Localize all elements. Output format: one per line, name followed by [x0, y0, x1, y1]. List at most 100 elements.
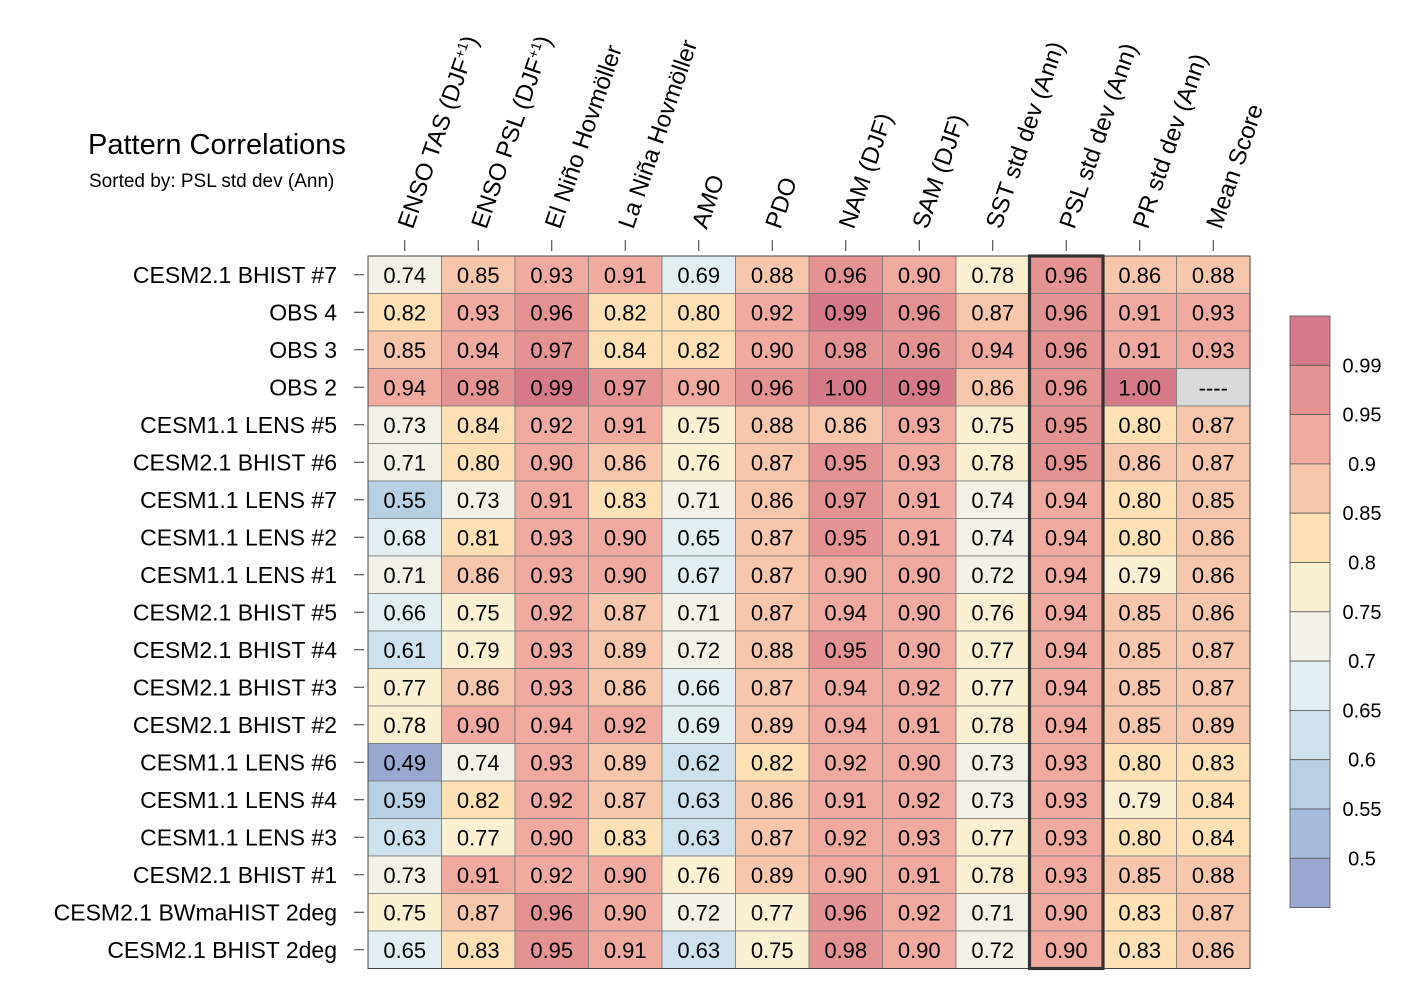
heatmap-cell	[882, 593, 957, 632]
cell-value-label: 0.90	[898, 563, 941, 588]
row-label-cesm2-1-bhist-2deg: CESM2.1 BHIST 2deg	[107, 937, 337, 963]
cell-value-label: 0.90	[677, 375, 720, 400]
cell-value-label: 0.95	[1045, 413, 1088, 438]
heatmap-cell	[588, 593, 663, 632]
heatmap-cell	[955, 518, 1030, 557]
colorbar-label: 0.9	[1348, 454, 1376, 476]
cell-value-label: 0.90	[898, 600, 941, 625]
heatmap-cell	[661, 893, 736, 932]
cell-value-label: 0.83	[1192, 750, 1235, 775]
cell-value-label: 0.90	[751, 338, 794, 363]
heatmap-cell	[955, 668, 1030, 707]
cell-value-label: 0.98	[824, 938, 867, 963]
cell-value-label: 0.93	[530, 675, 573, 700]
heatmap-cell	[735, 743, 810, 782]
cell-value-label: 0.94	[1045, 488, 1088, 513]
cell-value-label: 0.80	[677, 300, 720, 325]
column-labels: ENSO TAS (DJF+1)ENSO PSL (DJF+1)El Niño …	[393, 32, 1269, 251]
cell-value-label: 0.77	[971, 675, 1014, 700]
cell-value-label: 0.82	[457, 788, 500, 813]
colorbar-bin	[1289, 808, 1331, 859]
cell-value-label: 0.76	[677, 450, 720, 475]
column-label-enso-psl-djf-1: ENSO PSL (DJF+1)	[466, 32, 557, 232]
cell-value-label: 0.79	[457, 638, 500, 663]
cell-value-label: 0.80	[1118, 750, 1161, 775]
cell-value-label: 0.87	[604, 788, 647, 813]
cell-value-label: 0.86	[1118, 450, 1161, 475]
cell-value-label: 0.88	[751, 413, 794, 438]
cell-value-label: 0.65	[677, 525, 720, 550]
row-label-obs-2: OBS 2	[269, 374, 337, 400]
colorbar-label: 0.99	[1343, 355, 1382, 377]
heatmap-cell	[1176, 255, 1251, 294]
heatmap-cell	[882, 480, 957, 519]
cell-value-label: 0.93	[530, 263, 573, 288]
heatmap-cell	[882, 705, 957, 744]
cell-value-label: 0.86	[604, 450, 647, 475]
colorbar-label: 0.85	[1343, 503, 1382, 525]
cell-value-label: 0.91	[1118, 300, 1161, 325]
cell-value-label: 0.90	[824, 563, 867, 588]
cell-value-label: 0.73	[383, 413, 426, 438]
grid-outline	[367, 255, 1251, 969]
heatmap-cell	[1102, 743, 1177, 782]
cell-value-label: 0.87	[1192, 675, 1235, 700]
row-label-cesm1-1-lens-2: CESM1.1 LENS #2	[140, 524, 337, 550]
colorbar-bin	[1289, 364, 1331, 415]
heatmap-cell	[588, 293, 663, 332]
column-label-amo: AMO	[687, 171, 730, 231]
cell-value-label: 0.82	[751, 750, 794, 775]
colorbar-bin	[1289, 710, 1331, 761]
row-label-cesm2-1-bhist-6: CESM2.1 BHIST #6	[133, 449, 337, 475]
colorbar-label: 0.5	[1348, 848, 1376, 870]
colorbar-label: 0.6	[1348, 750, 1376, 772]
heatmap-cell	[588, 330, 663, 369]
heatmap-cell	[441, 480, 516, 519]
cell-value-label: 0.91	[898, 713, 941, 738]
cell-value-label: 0.96	[1045, 263, 1088, 288]
heatmap-cell	[661, 743, 736, 782]
cell-value-label: 0.85	[457, 263, 500, 288]
heatmap-cell	[661, 630, 736, 669]
cell-value-label: 0.91	[898, 488, 941, 513]
heatmap-cell	[1029, 743, 1104, 782]
cell-value-label: 0.63	[677, 788, 720, 813]
heatmap-cell	[661, 930, 736, 969]
heatmap-cell	[735, 293, 810, 332]
heatmap-cell	[735, 630, 810, 669]
heatmap-cell	[1029, 555, 1104, 594]
heatmap-cell	[735, 443, 810, 482]
heatmap-cell	[955, 743, 1030, 782]
heatmap-cell	[808, 780, 883, 819]
cell-value-label: 0.72	[677, 900, 720, 925]
heatmap-cell	[441, 630, 516, 669]
heatmap-cell	[1176, 780, 1251, 819]
cell-value-label: 0.97	[530, 338, 573, 363]
heatmap-cell	[1102, 330, 1177, 369]
cell-value-label: 0.94	[530, 713, 573, 738]
cell-value-label: 0.86	[604, 675, 647, 700]
column-label-sst-std-dev-ann: SST std dev (Ann)	[981, 38, 1070, 232]
cell-value-label: 0.79	[1118, 788, 1161, 813]
cell-value-label: 0.93	[1045, 788, 1088, 813]
cell-value-label: 0.73	[971, 750, 1014, 775]
heatmap-cell	[1102, 630, 1177, 669]
heatmap-cell	[661, 518, 736, 557]
heatmap-cell	[955, 555, 1030, 594]
cell-value-label: 0.88	[751, 263, 794, 288]
cell-value-label: 0.94	[971, 338, 1014, 363]
cell-value-label: 0.73	[457, 488, 500, 513]
cell-value-label: 0.95	[530, 938, 573, 963]
cell-value-label: 0.99	[824, 300, 867, 325]
heatmap-cell	[882, 630, 957, 669]
heatmap-cell	[808, 893, 883, 932]
cell-value-label: 0.93	[1192, 338, 1235, 363]
heatmap-cell	[955, 255, 1030, 294]
cell-value-label: 0.93	[457, 300, 500, 325]
cell-value-label: 0.55	[383, 488, 426, 513]
heatmap-cell	[1029, 705, 1104, 744]
cell-value-label: 0.91	[604, 263, 647, 288]
cell-value-label: 0.89	[751, 863, 794, 888]
row-label-cesm1-1-lens-6: CESM1.1 LENS #6	[140, 749, 337, 775]
